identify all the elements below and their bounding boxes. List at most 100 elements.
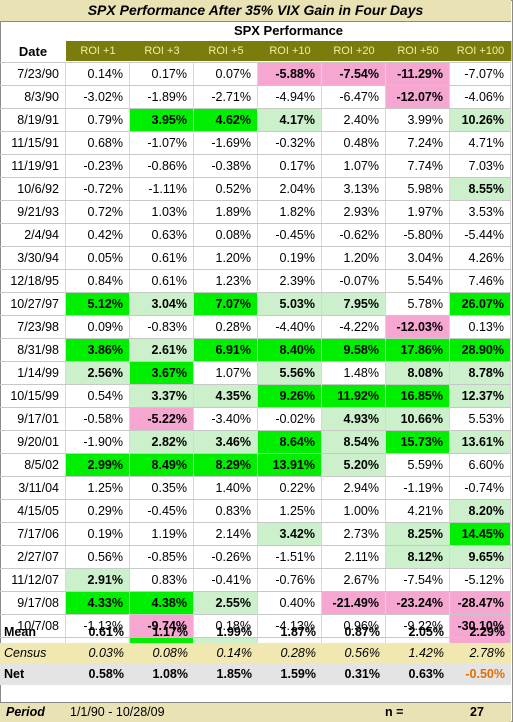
roi-cell: 3.04% xyxy=(130,293,194,316)
roi-cell: 5.53% xyxy=(450,408,511,431)
table-row: 1/14/99 2.56% 3.67% 1.07% 5.56% 1.48% 8.08% 8.7… xyxy=(0,361,511,385)
row-date: 11/19/91 xyxy=(0,155,66,178)
roi-cell: 1.19% xyxy=(130,523,194,546)
roi-cell: -4.06% xyxy=(450,86,511,109)
roi-cell: 12.37% xyxy=(450,385,511,408)
roi-cell: 1.23% xyxy=(194,270,258,293)
table-row: 7/17/06 0.19% 1.19% 2.14% 3.42% 2.73% 8.25% 14.… xyxy=(0,522,511,546)
roi-cell: 0.72% xyxy=(66,201,130,224)
mean-value: 1.17% xyxy=(152,625,188,639)
table-row: 8/19/91 0.79% 3.95% 4.62% 4.17% 2.40% 3.99% 10.… xyxy=(0,108,511,132)
table-row: 3/30/94 0.05% 0.61% 1.20% 0.19% 1.20% 3.04% 4.2… xyxy=(0,246,511,270)
date-header-label: Date xyxy=(18,44,48,59)
roi-cell: 0.52% xyxy=(194,178,258,201)
row-date: 8/31/98 xyxy=(0,339,66,362)
roi-cell: 1.82% xyxy=(258,201,322,224)
roi-cell: -3.40% xyxy=(194,408,258,431)
roi-cell: -5.88% xyxy=(258,63,322,86)
census-value: 2.78% xyxy=(469,646,505,660)
n-label: n = xyxy=(385,705,404,719)
row-date: 3/11/04 xyxy=(0,477,66,500)
census-value: 0.28% xyxy=(280,646,316,660)
row-date: 7/23/90 xyxy=(0,63,66,86)
roi-cell: 6.60% xyxy=(450,454,511,477)
table-row: 2/27/07 0.56% -0.85% -0.26% -1.51% 2.11% 8.12%… xyxy=(0,545,511,569)
column-header: ROI +10 xyxy=(258,41,323,61)
roi-cell: -0.07% xyxy=(322,270,386,293)
roi-cell: 0.68% xyxy=(66,132,130,155)
roi-cell: -0.02% xyxy=(258,408,322,431)
roi-cell: 16.85% xyxy=(386,385,450,408)
roi-cell: 3.13% xyxy=(322,178,386,201)
roi-cell: -5.80% xyxy=(386,224,450,247)
roi-cell: 3.04% xyxy=(386,247,450,270)
mean-row: Mean 0.61% 1.17% 1.99% 1.87% 0.87% 2.05% 2.29% xyxy=(0,622,511,643)
census-value: 0.08% xyxy=(152,646,188,660)
roi-cell: 0.56% xyxy=(66,546,130,569)
roi-cell: 8.29% xyxy=(194,454,258,477)
roi-cell: 0.17% xyxy=(258,155,322,178)
roi-cell: 8.25% xyxy=(386,523,450,546)
roi-cell: 1.97% xyxy=(386,201,450,224)
roi-cell: 1.40% xyxy=(194,477,258,500)
roi-cell: -9.22% xyxy=(386,615,450,638)
roi-cell: 5.98% xyxy=(386,178,450,201)
roi-cell: -0.72% xyxy=(66,178,130,201)
roi-cell: 14.45% xyxy=(450,523,511,546)
roi-cell: 3.37% xyxy=(130,385,194,408)
roi-cell: 4.62% xyxy=(194,109,258,132)
roi-cell: 7.74% xyxy=(386,155,450,178)
date-column-header: Date xyxy=(0,22,66,62)
roi-cell: 17.86% xyxy=(386,339,450,362)
roi-cell: -0.23% xyxy=(66,155,130,178)
roi-cell: 0.22% xyxy=(258,477,322,500)
roi-cell: -1.13% xyxy=(66,615,130,638)
row-date: 2/4/94 xyxy=(0,224,66,247)
roi-cell: -4.22% xyxy=(322,316,386,339)
roi-cell: 1.20% xyxy=(194,247,258,270)
row-date: 7/17/06 xyxy=(0,523,66,546)
roi-cell: -0.45% xyxy=(258,224,322,247)
table-row: 10/6/92 -0.72% -1.11% 0.52% 2.04% 3.13% 5.98% 8… xyxy=(0,177,511,201)
roi-cell: 0.79% xyxy=(66,109,130,132)
roi-cell: 3.53% xyxy=(450,201,511,224)
row-date: 10/27/97 xyxy=(0,293,66,316)
roi-cell: 8.40% xyxy=(258,339,322,362)
roi-cell: -1.19% xyxy=(386,477,450,500)
roi-cell: 1.89% xyxy=(194,201,258,224)
census-value: 0.14% xyxy=(216,646,252,660)
roi-cell: 0.13% xyxy=(450,316,511,339)
row-date: 10/6/92 xyxy=(0,178,66,201)
roi-cell: 6.91% xyxy=(194,339,258,362)
n-value: 27 xyxy=(470,705,484,719)
row-date: 9/20/01 xyxy=(0,431,66,454)
row-date: 8/3/90 xyxy=(0,86,66,109)
roi-cell: 7.95% xyxy=(322,293,386,316)
roi-cell: 26.07% xyxy=(450,293,511,316)
roi-cell: -1.51% xyxy=(258,546,322,569)
roi-cell: -1.11% xyxy=(130,178,194,201)
row-date: 9/17/01 xyxy=(0,408,66,431)
roi-cell: 8.20% xyxy=(450,500,511,523)
roi-cell: 15.73% xyxy=(386,431,450,454)
column-header: ROI +1 xyxy=(66,41,131,61)
roi-cell: -0.74% xyxy=(450,477,511,500)
roi-cell: -4.13% xyxy=(258,615,322,638)
roi-cell: 2.04% xyxy=(258,178,322,201)
roi-cell: 1.07% xyxy=(322,155,386,178)
roi-cell: 8.54% xyxy=(322,431,386,454)
roi-cell: 9.26% xyxy=(258,385,322,408)
roi-cell: 1.07% xyxy=(194,362,258,385)
roi-cell: 0.61% xyxy=(130,247,194,270)
roi-cell: 2.73% xyxy=(322,523,386,546)
row-date: 3/30/94 xyxy=(0,247,66,270)
roi-cell: 2.82% xyxy=(130,431,194,454)
table-row: 9/20/01 -1.90% 2.82% 3.46% 8.64% 8.54% 15.73% 1… xyxy=(0,430,511,454)
roi-cell: -0.58% xyxy=(66,408,130,431)
roi-cell: -0.62% xyxy=(322,224,386,247)
roi-cell: 2.99% xyxy=(66,454,130,477)
table-title: SPX Performance After 35% VIX Gain in Fo… xyxy=(0,0,511,22)
mean-label: Mean xyxy=(4,625,36,639)
period-label: Period xyxy=(6,705,45,719)
net-row: Net 0.58% 1.08% 1.85% 1.59% 0.31% 0.63% -0.50% xyxy=(0,664,511,685)
